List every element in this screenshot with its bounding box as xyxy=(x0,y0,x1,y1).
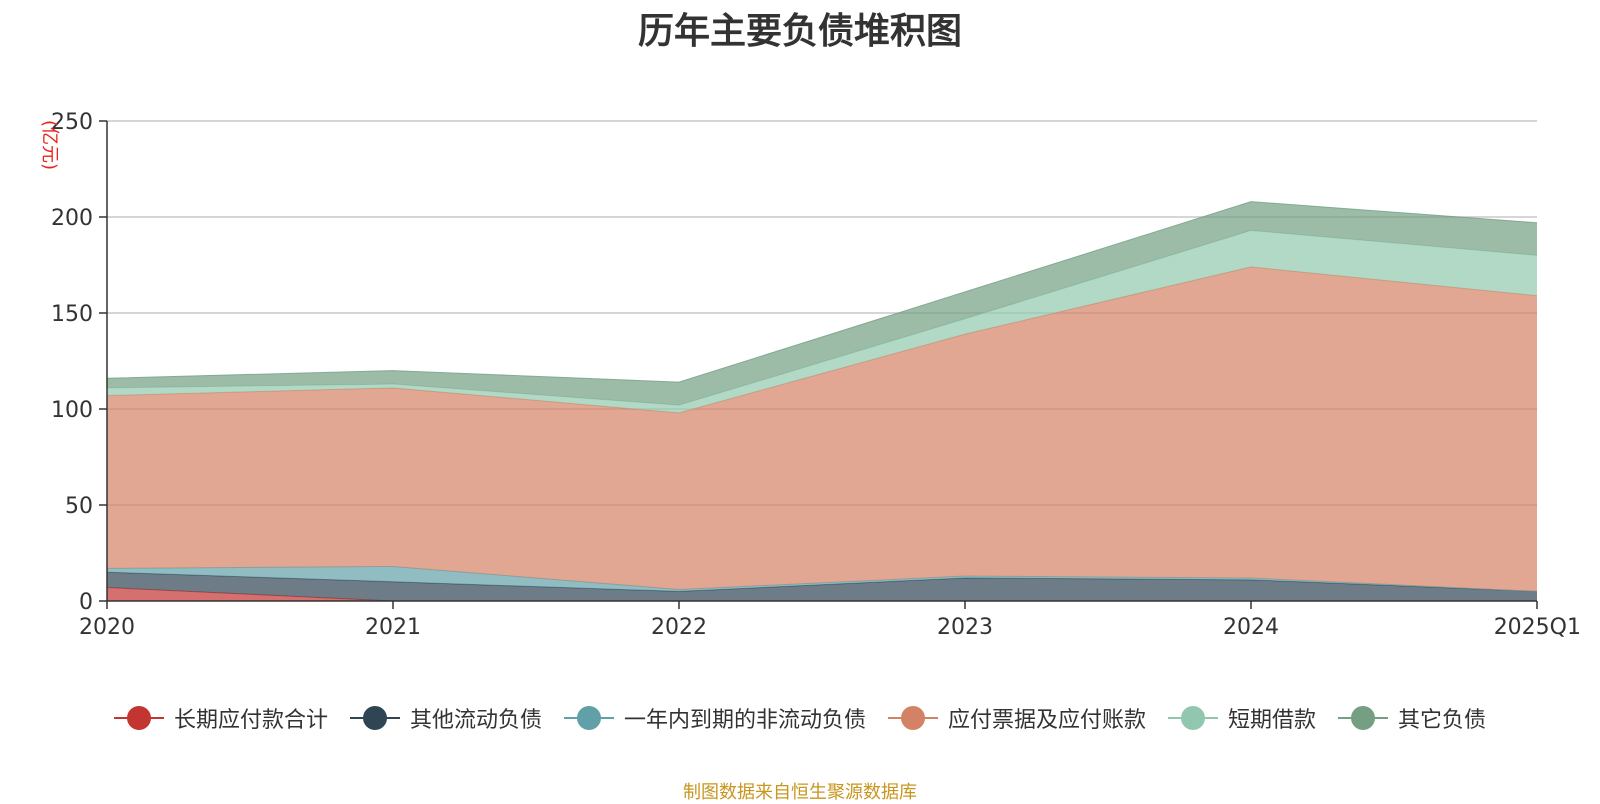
x-tick-label: 2025Q1 xyxy=(1494,615,1581,640)
legend-item[interactable]: 应付票据及应付账款 xyxy=(888,702,1146,734)
x-tick-label: 2020 xyxy=(79,615,135,640)
source-note: 制图数据来自恒生聚源数据库 xyxy=(683,782,917,803)
legend-item[interactable]: 一年内到期的非流动负债 xyxy=(563,702,866,734)
legend-label: 其它负债 xyxy=(1398,708,1487,733)
legend-label: 一年内到期的非流动负债 xyxy=(623,708,866,733)
x-tick-label: 2023 xyxy=(937,615,993,640)
legend-marker-icon xyxy=(349,705,400,731)
area-series-5 xyxy=(107,201,1537,406)
y-tick-label: 0 xyxy=(79,590,93,615)
legend-label: 短期借款 xyxy=(1228,708,1317,733)
legend-marker-icon xyxy=(888,705,938,731)
y-tick-label: 200 xyxy=(51,206,93,231)
y-tick-label: 100 xyxy=(51,398,93,423)
legend-item[interactable]: 短期借款 xyxy=(1168,702,1316,734)
area-layer xyxy=(106,201,1538,602)
area-series-3 xyxy=(107,266,1537,592)
area-series-4 xyxy=(107,230,1537,413)
legend-item[interactable]: 其它负债 xyxy=(1338,702,1486,734)
area-series-0 xyxy=(107,587,1537,601)
legend-marker-icon xyxy=(1168,705,1219,731)
y-tick-label: 50 xyxy=(65,494,93,519)
legend-label: 其他流动负债 xyxy=(409,708,542,733)
axis-layer: 0 50 100 150 200 250 2020 2021 2022 2023 2024 2025Q… xyxy=(51,110,1581,640)
legend-item[interactable]: 其他流动负债 xyxy=(349,702,542,734)
legend-item[interactable]: 长期应付款合计 xyxy=(113,702,328,734)
legend-marker-icon xyxy=(563,705,614,731)
y-tick-label: 250 xyxy=(51,110,93,135)
x-tick-label: 2021 xyxy=(365,615,421,640)
chart-title: 历年主要负债堆积图 xyxy=(637,11,962,52)
x-tick-label: 2024 xyxy=(1223,615,1279,640)
legend-marker-icon xyxy=(113,705,164,731)
legend-marker-icon xyxy=(1338,705,1389,731)
y-unit-label: (亿元) xyxy=(39,120,60,170)
x-tick-label: 2022 xyxy=(651,615,707,640)
line-series-5 xyxy=(106,201,1538,383)
legend-label: 长期应付款合计 xyxy=(173,708,328,733)
legend: 长期应付款合计 其他流动负债 一年内到期的非流动负债 应付票据及应付账款 短期借款 其它负… xyxy=(0,702,1600,734)
y-tick-label: 150 xyxy=(51,302,93,327)
legend-label: 应付票据及应付账款 xyxy=(948,708,1147,733)
